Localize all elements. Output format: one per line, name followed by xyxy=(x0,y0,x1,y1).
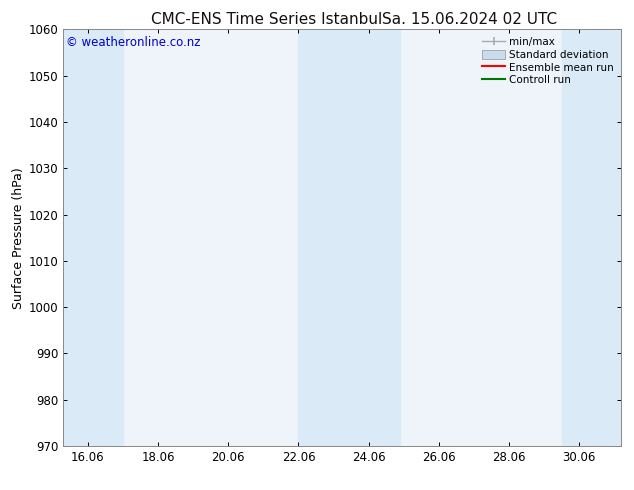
Bar xyxy=(63,29,123,446)
Bar xyxy=(562,29,621,446)
Text: Sa. 15.06.2024 02 UTC: Sa. 15.06.2024 02 UTC xyxy=(382,12,557,27)
Text: © weatheronline.co.nz: © weatheronline.co.nz xyxy=(66,36,201,49)
Bar xyxy=(299,29,400,446)
Text: CMC-ENS Time Series Istanbul: CMC-ENS Time Series Istanbul xyxy=(151,12,382,27)
Y-axis label: Surface Pressure (hPa): Surface Pressure (hPa) xyxy=(11,167,25,309)
Legend: min/max, Standard deviation, Ensemble mean run, Controll run: min/max, Standard deviation, Ensemble me… xyxy=(480,35,616,88)
